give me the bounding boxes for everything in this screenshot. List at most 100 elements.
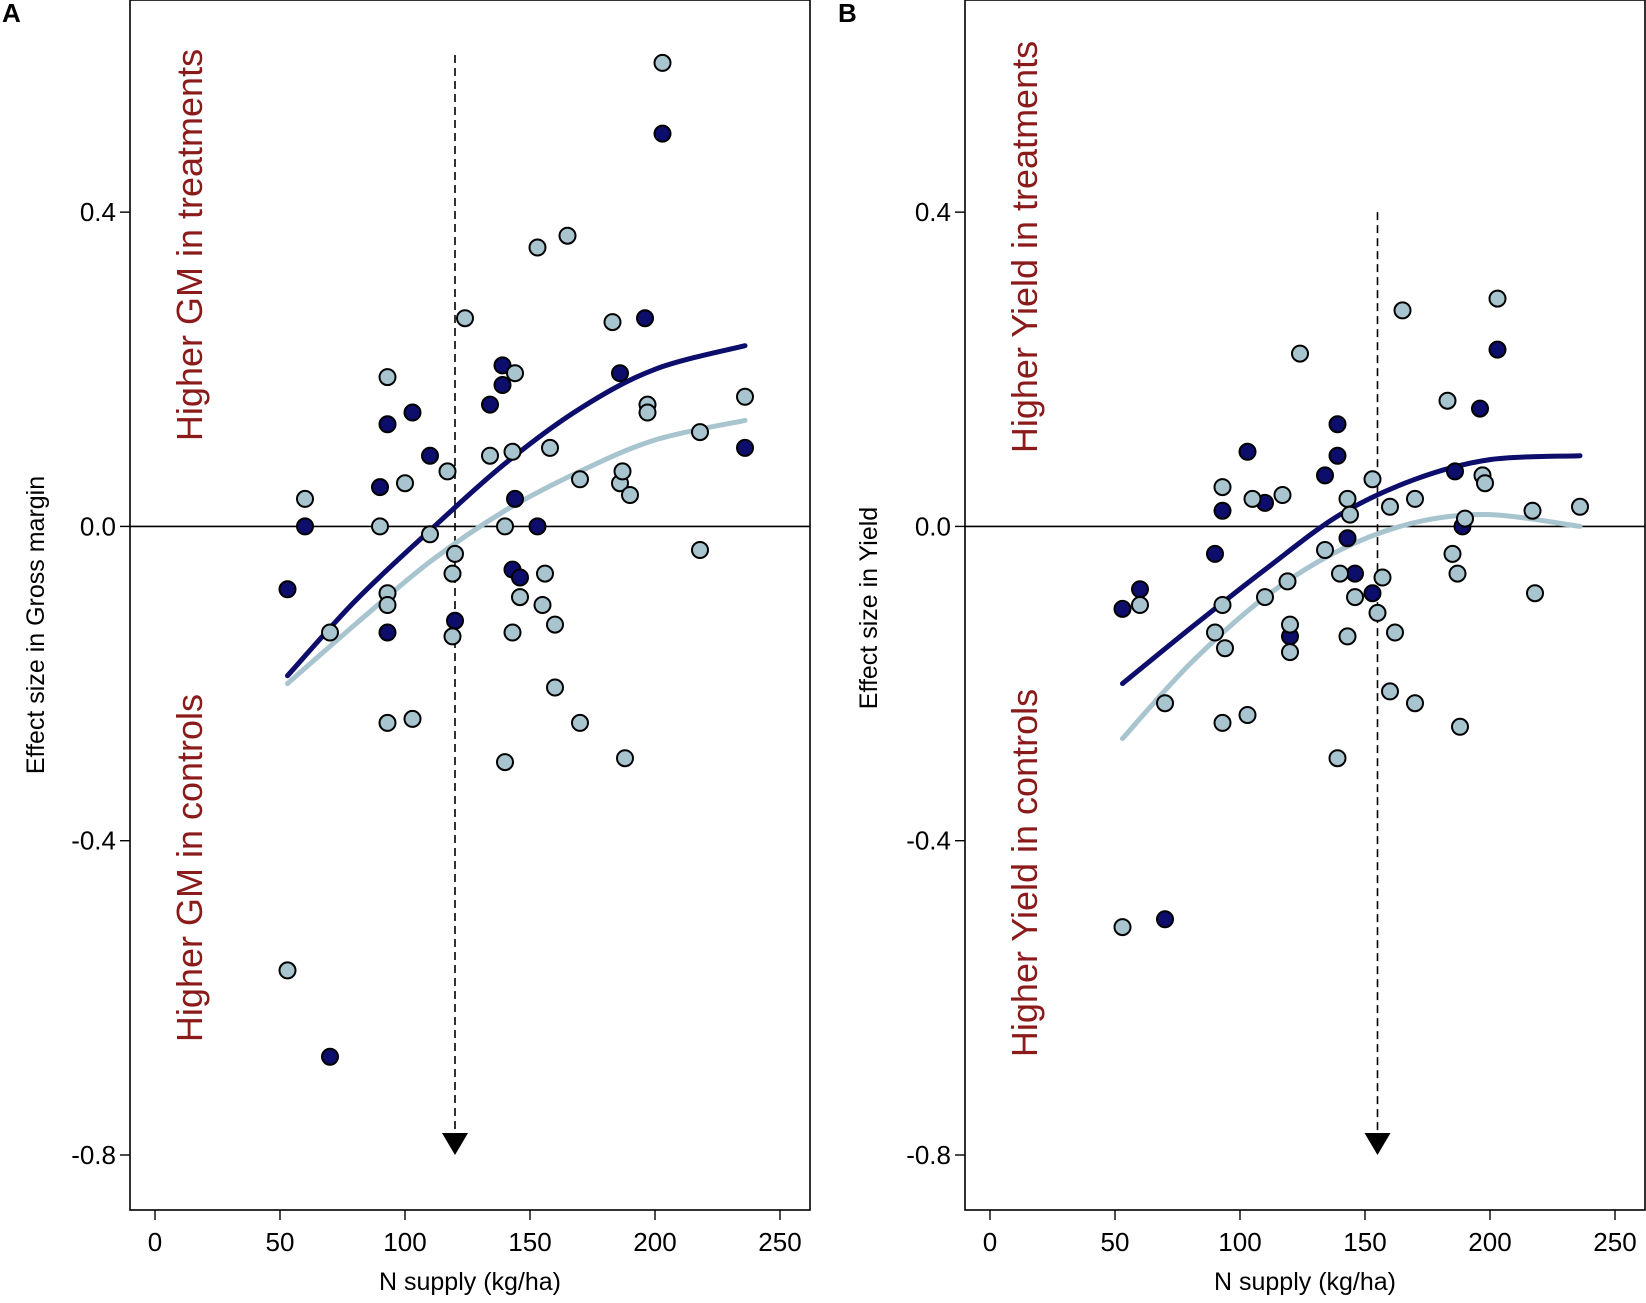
point-light xyxy=(378,713,397,732)
point-dark xyxy=(506,489,524,508)
point-light xyxy=(481,446,499,465)
point-light xyxy=(533,596,552,614)
point-light xyxy=(571,470,589,489)
point-dark xyxy=(378,415,397,434)
reference-lines xyxy=(965,212,1645,1155)
point-light xyxy=(1278,572,1297,591)
point-light xyxy=(1238,706,1257,724)
point-light xyxy=(421,525,439,544)
x-tick-label: 50 xyxy=(1101,1227,1130,1257)
point-light xyxy=(558,226,577,245)
annotation-upper: Higher GM in treatments xyxy=(169,49,210,441)
x-tick-label: 250 xyxy=(1593,1227,1636,1257)
point-light xyxy=(1131,596,1149,614)
point-dark xyxy=(321,1047,339,1066)
point-light xyxy=(1281,643,1299,662)
point-dark xyxy=(1471,399,1489,418)
point-dark xyxy=(1316,466,1334,485)
y-tick-label: 0.0 xyxy=(915,511,951,541)
point-light xyxy=(1328,749,1347,768)
point-light xyxy=(1338,627,1357,646)
point-light xyxy=(1571,497,1589,516)
point-light xyxy=(1216,639,1234,658)
point-dark xyxy=(1156,910,1174,929)
point-light xyxy=(496,517,514,536)
plot-frame xyxy=(964,0,1646,1211)
point-light xyxy=(1213,478,1232,497)
fit-curve-dark xyxy=(1120,453,1583,687)
point-light xyxy=(1213,713,1232,732)
point-light xyxy=(1373,568,1392,587)
point-light xyxy=(506,364,524,383)
point-light xyxy=(443,627,462,646)
point-light xyxy=(503,623,522,642)
data-points xyxy=(1113,289,1589,937)
point-dark xyxy=(528,517,547,536)
point-dark xyxy=(493,356,512,375)
x-tick-label: 100 xyxy=(383,1227,426,1257)
point-light xyxy=(546,615,564,634)
point-dark xyxy=(1328,415,1347,434)
point-light xyxy=(1393,301,1412,320)
point-light xyxy=(603,313,622,332)
point-light xyxy=(278,961,297,980)
x-tick-label: 200 xyxy=(1468,1227,1511,1257)
y-tick-label: -0.8 xyxy=(71,1140,116,1170)
point-light xyxy=(653,53,672,72)
point-dark xyxy=(1113,599,1132,618)
y-tick-label: 0.4 xyxy=(80,197,116,227)
point-light xyxy=(546,678,564,697)
point-dark xyxy=(1213,501,1232,520)
point-light xyxy=(1256,588,1274,607)
point-dark xyxy=(1338,529,1357,548)
point-light xyxy=(1213,596,1232,614)
point-light xyxy=(536,564,554,583)
point-dark xyxy=(653,124,672,143)
point-light xyxy=(1368,603,1387,622)
point-light xyxy=(541,438,559,457)
point-dark xyxy=(1206,544,1224,563)
point-dark xyxy=(1238,442,1257,461)
axis-ticks: 0 50 100 150 200 250 0.4 0.0 -0.4 -0.8 xyxy=(71,197,802,1257)
point-light xyxy=(503,442,522,461)
point-dark xyxy=(378,623,397,642)
x-tick-label: 200 xyxy=(633,1227,676,1257)
x-tick-label: 0 xyxy=(983,1227,997,1257)
y-tick-label: 0.0 xyxy=(80,511,116,541)
point-light xyxy=(446,544,464,563)
y-axis-title: Effect size in Yield xyxy=(855,507,883,709)
point-light xyxy=(1443,544,1462,563)
data-points xyxy=(278,53,754,1066)
point-dark xyxy=(1346,564,1364,583)
x-tick-label: 250 xyxy=(758,1227,801,1257)
panel-label: A xyxy=(2,0,21,28)
point-light xyxy=(371,517,389,536)
point-dark xyxy=(511,568,529,587)
point-dark xyxy=(1446,462,1464,481)
point-light xyxy=(691,423,709,442)
axis-ticks: 0 50 100 150 200 250 0.4 0.0 -0.4 -0.8 xyxy=(906,197,1637,1257)
point-light xyxy=(1488,289,1507,308)
point-light xyxy=(378,368,397,387)
point-dark xyxy=(1328,446,1347,465)
y-axis-title: Effect size in Gross margin xyxy=(22,476,50,774)
point-light xyxy=(396,474,414,493)
point-light xyxy=(621,486,639,504)
point-dark xyxy=(493,376,512,394)
point-light xyxy=(1156,694,1174,713)
fit-curves xyxy=(285,343,748,687)
point-dark xyxy=(481,395,499,414)
y-tick-label: -0.4 xyxy=(71,826,116,856)
point-light xyxy=(1406,694,1424,713)
point-light xyxy=(1476,474,1494,493)
point-light xyxy=(1456,509,1474,528)
x-axis-title: N supply (kg/ha) xyxy=(1214,1268,1396,1296)
point-light xyxy=(528,238,547,257)
fit-curve-dark xyxy=(285,343,748,679)
annotation-upper: Higher Yield in treatments xyxy=(1004,41,1045,453)
point-dark xyxy=(736,438,754,457)
point-light xyxy=(1273,486,1292,504)
optimum-arrow xyxy=(1364,1133,1391,1155)
point-light xyxy=(1386,623,1404,642)
panel-b: B N supply (kg/ha) Effect size in Yield … xyxy=(838,0,1646,1296)
